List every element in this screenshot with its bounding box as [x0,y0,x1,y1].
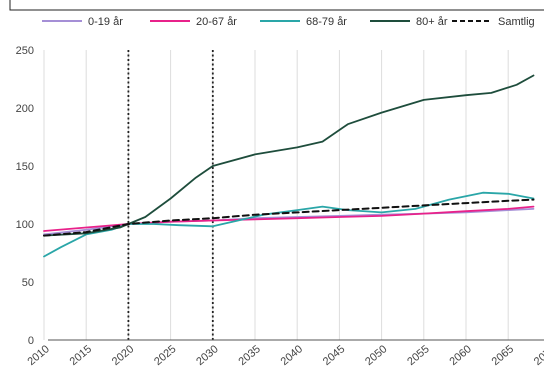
x-tick-label-2070: 2070 [532,343,544,368]
x-tick-label-2020: 2020 [110,343,136,368]
x-tick-label-2040: 2040 [279,343,305,368]
x-tick-label-2045: 2045 [321,343,347,368]
y-tick-label-200: 200 [16,103,34,115]
grid [43,50,509,340]
y-tick-label-50: 50 [22,277,34,289]
legend-frame [9,0,544,11]
x-tick-label-2065: 2065 [490,343,516,368]
x-tick-label-2050: 2050 [363,343,389,368]
legend-label-80-r: 80+ år [416,16,448,28]
y-tick-label-100: 100 [16,219,34,231]
legend-label-samtlig: Samtlig [498,16,535,28]
x-tick-label-2015: 2015 [68,343,94,368]
x-tick-label-2025: 2025 [152,343,178,368]
y-tick-label-250: 250 [16,45,34,57]
x-tick-label-2060: 2060 [447,343,473,368]
x-tick-label-2055: 2055 [405,343,431,368]
y-tick-label-150: 150 [16,161,34,173]
series-group [43,74,535,258]
y-axis-ticks: 0 50 100 150 200 250 [16,45,34,347]
x-tick-label-2035: 2035 [236,343,262,368]
series-line-samtlig [43,198,535,237]
legend-label-0-19-r: 0-19 år [88,16,123,28]
x-axis-ticks: 2010 2015 2020 2025 2030 2035 2040 2045 2050 2055… [25,343,544,368]
y-tick-label-0: 0 [28,335,34,347]
reference-lines [127,50,214,340]
x-tick-label-2030: 2030 [194,343,220,368]
legend-label-20-67-r: 20-67 år [196,16,237,28]
legend-label-68-79-r: 68-79 år [306,16,347,28]
legend: 0-19 år 20-67 år 68-79 år 80+ år Samtlig [42,16,535,28]
